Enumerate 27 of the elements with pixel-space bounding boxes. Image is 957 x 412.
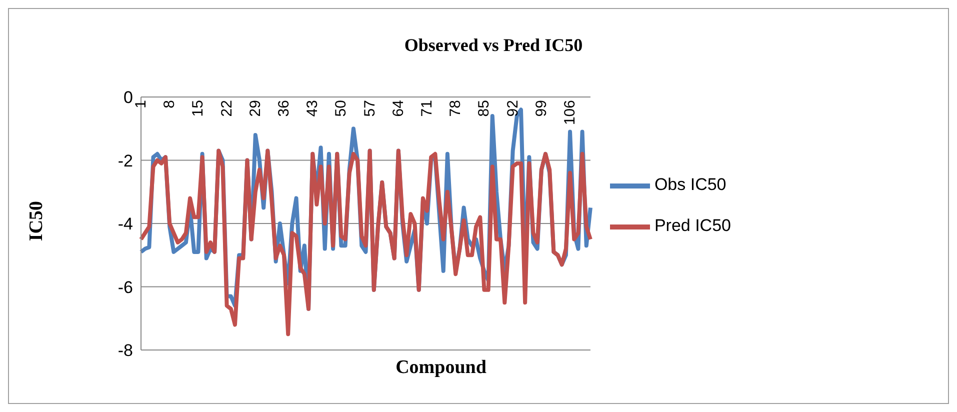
legend-label: Obs IC50 [654,175,726,194]
x-tick-label: 43 [304,100,322,117]
y-tick-label: -6 [118,278,133,297]
y-tick-label: 0 [124,88,133,108]
x-tick-label: 99 [532,100,550,117]
x-tick-label: 78 [447,100,464,117]
x-tick-label: 71 [418,100,436,117]
x-tick-label: 64 [390,100,407,117]
x-tick-label: 15 [190,100,207,117]
legend-label: Pred IC50 [654,216,731,235]
x-tick-label: 36 [276,100,293,117]
x-tick-label: 8 [161,100,178,108]
x-tick-label: 22 [218,100,236,117]
x-tick-label: 50 [332,100,350,117]
x-tick-label: 1 [132,100,150,108]
line-series [139,148,592,336]
y-tick-label: -4 [118,214,133,234]
x-axis-title: Compound [394,357,488,379]
y-tick-label: -2 [118,151,133,170]
y-axis-title: IC50 [26,200,48,242]
x-tick-label: 85 [476,100,493,117]
x-tick-label: 29 [246,100,264,117]
x-tick-label: 57 [361,100,378,117]
chart-title: Observed vs Pred IC50 [403,35,584,56]
y-tick-label: -8 [118,341,133,360]
x-tick-label: 106 [562,100,579,126]
x-tick-label: 92 [504,100,522,117]
